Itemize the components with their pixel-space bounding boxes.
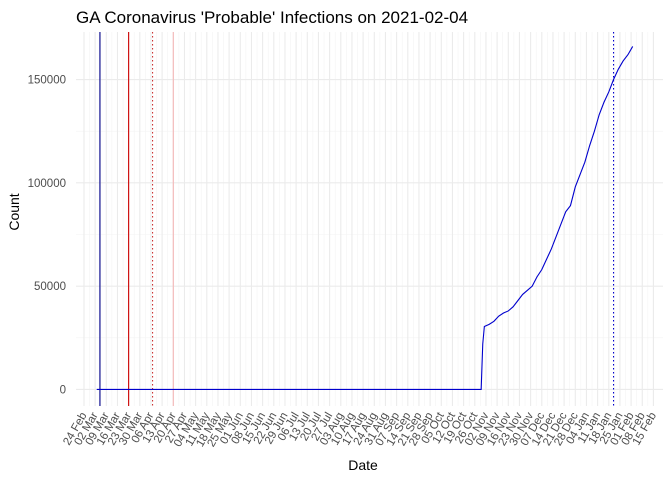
y-axis-tick-labels: 0 50000 100000 150000 xyxy=(28,75,66,397)
major-gridlines xyxy=(76,32,663,406)
y-tick-label: 100000 xyxy=(28,178,66,190)
x-axis-title: Date xyxy=(348,457,378,473)
reference-lines xyxy=(99,32,615,406)
minor-gridlines xyxy=(76,32,663,406)
series-lines xyxy=(96,46,634,391)
y-tick-label: 0 xyxy=(60,384,66,396)
y-tick-label: 50000 xyxy=(34,281,66,293)
series-line xyxy=(96,46,634,391)
y-axis-title: Count xyxy=(6,193,22,230)
y-tick-label: 150000 xyxy=(28,75,66,87)
chart-title: GA Coronavirus 'Probable' Infections on … xyxy=(76,8,468,27)
